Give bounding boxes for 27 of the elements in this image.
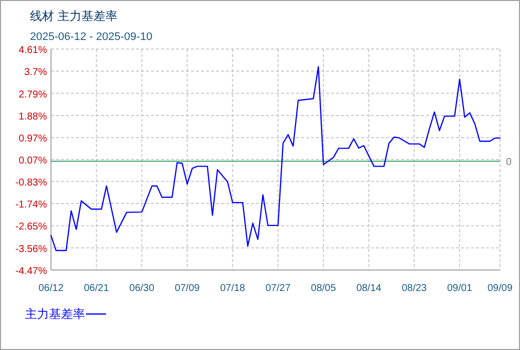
y-tick-label: -4.47% — [15, 266, 48, 277]
x-tick-label: 06/30 — [129, 283, 155, 294]
y-tick-label: 0.07% — [18, 156, 48, 166]
y-tick-label: 0.97% — [18, 134, 48, 145]
x-tick-label: 09/01 — [447, 283, 473, 294]
chart-title: 线材 主力基差率 — [30, 9, 118, 23]
y-tick-label: -2.65% — [15, 222, 48, 233]
x-tick-label: 08/23 — [402, 283, 428, 294]
x-tick-label: 08/05 — [310, 283, 336, 294]
x-tick-label: 07/18 — [220, 283, 246, 294]
x-tick-label: 07/09 — [174, 283, 200, 294]
x-tick-label: 06/21 — [84, 283, 110, 294]
line-series — [50, 66, 501, 252]
y-tick-label: 2.79% — [18, 89, 48, 100]
x-tick-label: 07/27 — [266, 283, 291, 294]
legend-label: 主力基差率 — [25, 307, 85, 321]
y-tick-label: 3.7% — [24, 67, 48, 78]
y-tick-label: -0.83% — [15, 177, 48, 188]
x-tick-label: 08/14 — [356, 283, 382, 294]
chart-subtitle: 2025-06-12 - 2025-09-10 — [30, 31, 152, 43]
y-tick-label: -1.74% — [15, 200, 48, 211]
y-tick-label: -3.56% — [15, 244, 48, 255]
y-tick-label: 4.61% — [18, 45, 48, 56]
ref-line-label: 0 — [506, 157, 512, 168]
x-tick-label: 06/12 — [38, 283, 64, 294]
y-tick-label: 1.88% — [18, 111, 48, 122]
x-tick-label: 09/09 — [487, 283, 513, 294]
